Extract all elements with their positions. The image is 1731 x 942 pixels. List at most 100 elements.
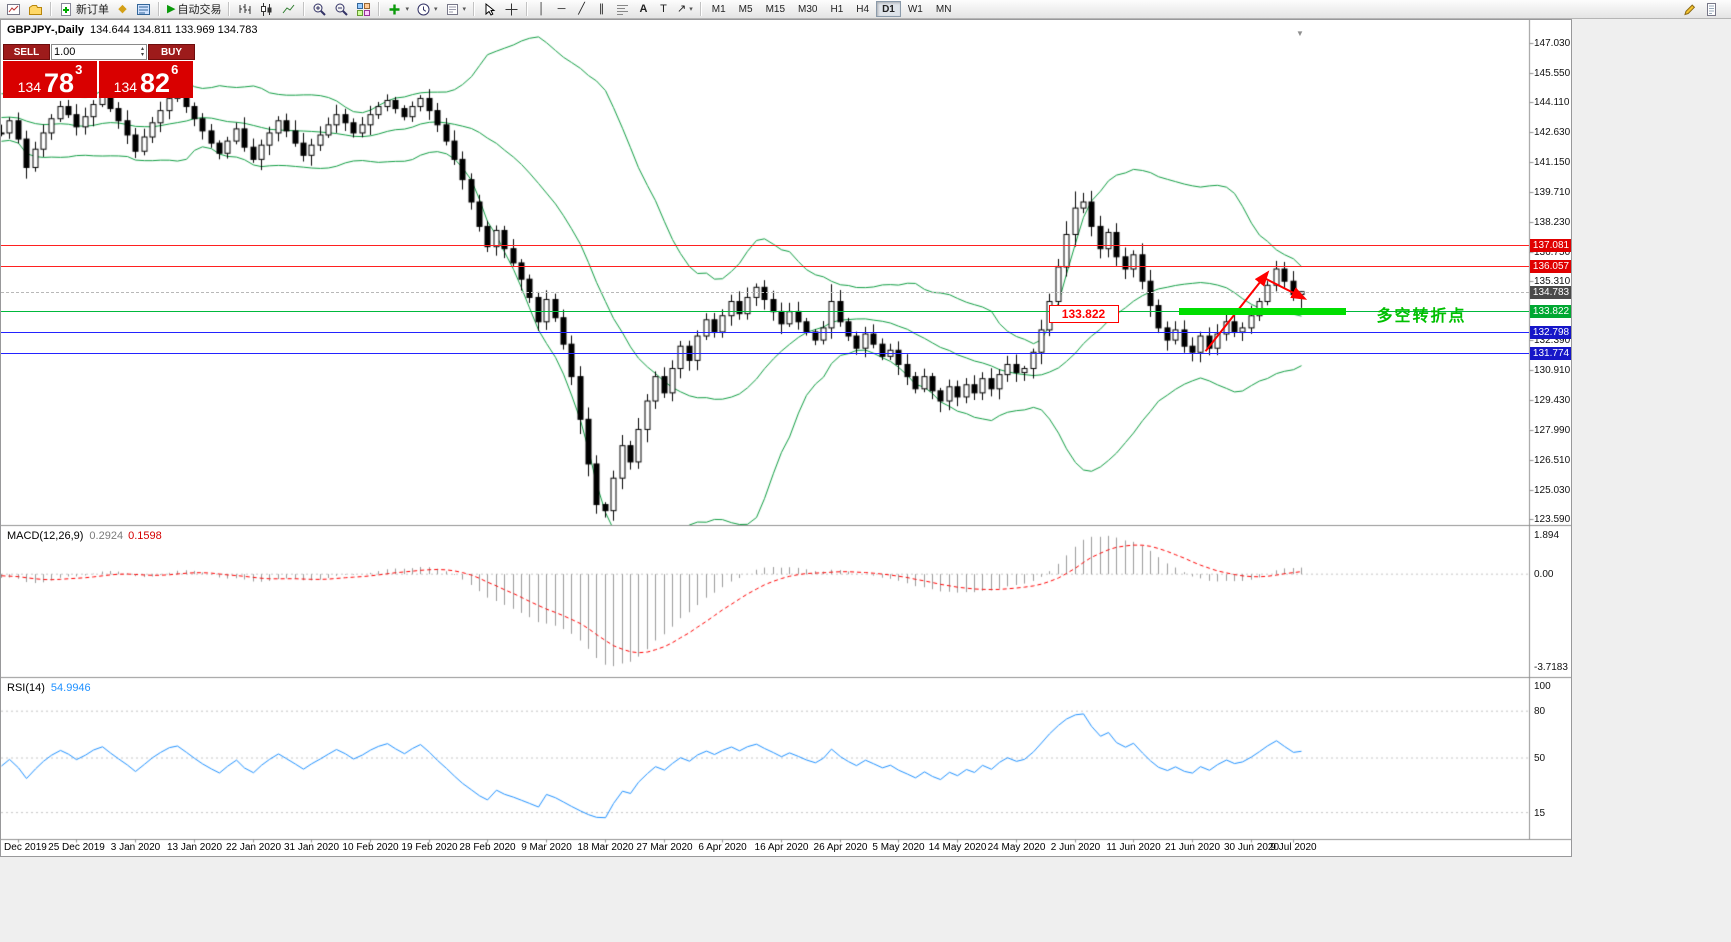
trade-panel-controls: SELL 1.00 ▴ ▾ BUY (3, 44, 195, 60)
price-axis-label: 130.910 (1534, 365, 1571, 377)
chart-shift-marker[interactable]: ▼ (1296, 29, 1304, 38)
toolbar-separator (526, 2, 529, 16)
indicator-axis-label: 100 (1534, 681, 1551, 692)
autotrading-button[interactable]: ▶ 自动交易 (164, 1, 224, 18)
turning-point-level-segment[interactable] (1178, 308, 1346, 316)
dropdown-icon: ▾ (405, 6, 409, 13)
macd-main-value: 0.2924 (89, 530, 124, 542)
zoom-in-button[interactable] (309, 1, 330, 18)
periods-button[interactable]: ▾ (413, 1, 441, 18)
dropdown-icon: ▾ (689, 6, 693, 13)
new-order-icon (59, 2, 74, 17)
sell-price-main: 134 (17, 79, 42, 95)
date-axis-label: 16 Apr 2020 (754, 842, 809, 853)
toolbar-separator (228, 2, 231, 16)
symbol-period-label: GBPJPY-,Daily (7, 24, 85, 36)
news-button[interactable] (1701, 1, 1722, 18)
timeframe-button-m1[interactable]: M1 (706, 1, 732, 17)
price-axis-label: 136.750 (1534, 246, 1571, 258)
timeframe-button-m15[interactable]: M15 (760, 1, 791, 17)
terminal-button[interactable] (133, 1, 154, 18)
price-axis-label: 142.630 (1534, 127, 1571, 139)
indicator-axis-label: 1.894 (1534, 530, 1560, 541)
text-tool-button[interactable]: A (634, 1, 653, 18)
metaeditor-button[interactable]: ◆ (113, 1, 132, 18)
price-axis-label: 132.390 (1534, 335, 1571, 347)
timeframe-button-w1[interactable]: W1 (902, 1, 929, 17)
date-axis-label: 31 Jan 2020 (283, 842, 340, 853)
sell-button[interactable]: SELL (3, 44, 50, 60)
toolbar-separator (473, 2, 476, 16)
sell-price-point: 3 (75, 62, 83, 77)
date-axis-label: 25 Dec 2019 (48, 842, 105, 853)
vertical-line-tool-button[interactable]: │ (532, 1, 551, 18)
trendline-tool-button[interactable]: ╱ (572, 1, 591, 18)
timeframe-button-h1[interactable]: H1 (824, 1, 849, 17)
one-click-trading-panel: SELL 1.00 ▴ ▾ BUY 134 78 3 134 82 6 (3, 44, 195, 98)
zoom-out-button[interactable] (331, 1, 352, 18)
text-icon: A (639, 2, 648, 15)
buy-price-display[interactable]: 134 82 6 (99, 61, 193, 98)
shapes-tool-button[interactable]: ↗ ▾ (674, 1, 696, 18)
buy-price-point: 6 (171, 62, 179, 77)
date-axis-label: 3 Jan 2020 (110, 842, 161, 853)
sell-price-display[interactable]: 134 78 3 (3, 61, 97, 98)
date-axis-label: 9 Jul 2020 (1270, 842, 1317, 853)
autotrading-play-icon: ▶ (167, 2, 176, 15)
price-tag: 134.783 (1530, 285, 1571, 299)
chart-window-gbpjpy: GBPJPY-,Daily 134.644 134.811 133.969 134… (0, 19, 1572, 857)
line-chart-mode-button[interactable] (278, 1, 299, 18)
price-axis-label: 144.110 (1534, 97, 1570, 109)
new-order-label: 新订单 (76, 4, 109, 16)
buy-price-pips: 82 (140, 68, 171, 98)
macd-indicator-label: MACD(12,26,9) 0.2924 0.1598 (7, 530, 162, 542)
buy-button[interactable]: BUY (148, 44, 195, 60)
fibonacci-tool-button[interactable] (612, 1, 633, 18)
profiles-icon (28, 2, 43, 17)
quick-edit-button[interactable] (1679, 1, 1700, 18)
timeframe-button-mn[interactable]: MN (930, 1, 958, 17)
main-toolbar: 新订单 ◆ ▶ 自动交易 ▾ ▾ ▾ │ ─ ╱ ∥ A T ↗ ▾ M1 M5 M1 (0, 0, 1731, 19)
new-order-button[interactable]: 新订单 (56, 1, 112, 18)
profiles-button[interactable] (25, 1, 46, 18)
timeframe-button-d1[interactable]: D1 (876, 1, 901, 17)
timeframe-button-m30[interactable]: M30 (792, 1, 823, 17)
rsi-value: 54.9946 (50, 682, 91, 694)
price-axis-label: 123.590 (1534, 513, 1571, 525)
crosshair-icon (504, 2, 519, 17)
timeframe-toolbar: M1 M5 M15 M30 H1 H4 D1 W1 MN (706, 1, 958, 17)
cursor-icon (482, 2, 497, 17)
date-axis-label: 30 Jun 2020 (1223, 842, 1280, 853)
toolbar-separator (378, 2, 381, 16)
price-tag: 137.081 (1530, 239, 1571, 253)
horizontal-line-tool-button[interactable]: ─ (552, 1, 571, 18)
indicators-button[interactable]: ▾ (384, 1, 412, 18)
templates-button[interactable]: ▾ (442, 1, 470, 18)
cursor-button[interactable] (479, 1, 500, 18)
bar-chart-mode-button[interactable] (234, 1, 255, 18)
label-tool-button[interactable]: T (654, 1, 673, 18)
turning-point-text[interactable]: 多空转折点 (1376, 307, 1467, 325)
price-axis-label: 125.030 (1534, 484, 1571, 496)
line-chart-icon (281, 2, 296, 17)
new-chart-icon (6, 2, 21, 17)
volume-value: 1.00 (54, 46, 76, 58)
timeframe-button-m5[interactable]: M5 (733, 1, 759, 17)
spin-down-icon[interactable]: ▾ (140, 52, 144, 58)
price-tag: 132.798 (1530, 326, 1571, 339)
channel-icon: ∥ (598, 2, 605, 15)
candlestick-mode-button[interactable] (256, 1, 277, 18)
crosshair-button[interactable] (501, 1, 522, 18)
tile-windows-button[interactable] (353, 1, 374, 18)
channel-tool-button[interactable]: ∥ (592, 1, 611, 18)
price-axis-label: 127.990 (1534, 424, 1571, 436)
volume-field[interactable]: 1.00 ▴ ▾ (51, 44, 147, 60)
chart-canvas[interactable] (1, 20, 1571, 856)
tile-windows-icon (356, 2, 371, 17)
new-chart-button[interactable] (3, 1, 24, 18)
price-callout-133822[interactable]: 133.822 (1048, 305, 1119, 324)
volume-stepper[interactable]: ▴ ▾ (141, 46, 144, 58)
date-axis-label: 27 Mar 2020 (636, 842, 693, 853)
spin-up-icon[interactable]: ▴ (140, 46, 144, 52)
timeframe-button-h4[interactable]: H4 (850, 1, 875, 17)
